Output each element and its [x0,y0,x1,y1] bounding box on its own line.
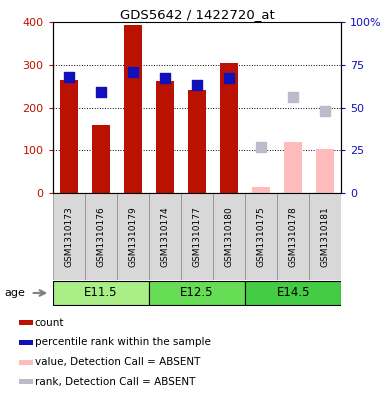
Bar [149,281,245,305]
Text: E11.5: E11.5 [84,286,117,299]
Bar [117,193,149,280]
Bar [85,193,117,280]
Bar [53,193,85,280]
Bar [19,379,32,384]
Text: GSM1310180: GSM1310180 [225,206,234,267]
Bar [19,360,32,365]
Point [226,75,232,82]
Point [66,73,72,80]
Text: age: age [4,288,25,298]
Point [162,75,168,82]
Bar [220,63,238,193]
Bar [53,281,149,305]
Text: rank, Detection Call = ABSENT: rank, Detection Call = ABSENT [35,377,195,387]
Bar [149,193,181,280]
Text: value, Detection Call = ABSENT: value, Detection Call = ABSENT [35,357,200,367]
Bar [181,193,213,280]
Bar [213,193,245,280]
Text: count: count [35,318,64,328]
Bar [284,142,302,193]
Point [194,82,200,88]
Bar [309,193,341,280]
Bar [316,149,334,193]
Text: GSM1310176: GSM1310176 [96,206,105,267]
Bar [245,281,341,305]
Text: GSM1310181: GSM1310181 [321,206,330,267]
Bar [188,90,206,193]
Point [258,144,264,150]
Bar [92,125,110,193]
Bar [19,340,32,345]
Text: GSM1310173: GSM1310173 [64,206,73,267]
Text: GSM1310178: GSM1310178 [289,206,298,267]
Bar [252,187,270,193]
Bar [277,193,309,280]
Bar [124,26,142,193]
Text: GSM1310177: GSM1310177 [192,206,202,267]
Bar [19,320,32,325]
Text: GSM1310179: GSM1310179 [128,206,137,267]
Text: GSM1310175: GSM1310175 [257,206,266,267]
Text: percentile rank within the sample: percentile rank within the sample [35,338,211,347]
Bar [245,193,277,280]
Text: E14.5: E14.5 [277,286,310,299]
Bar [60,80,78,193]
Title: GDS5642 / 1422720_at: GDS5642 / 1422720_at [120,8,274,21]
Bar [156,81,174,193]
Point [98,89,104,95]
Point [130,68,136,75]
Text: E12.5: E12.5 [180,286,214,299]
Point [290,94,296,100]
Text: GSM1310174: GSM1310174 [160,206,169,267]
Point [322,108,328,114]
